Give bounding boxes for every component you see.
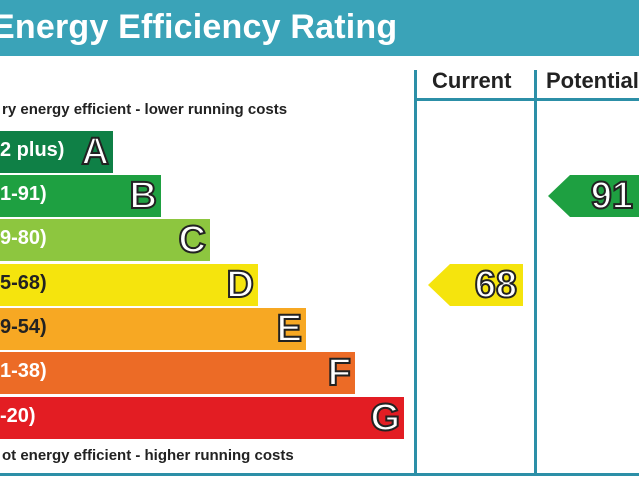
top-caption: ry energy efficient - lower running cost… xyxy=(2,101,288,118)
band-b: 1-91) B xyxy=(0,174,161,218)
divider-left xyxy=(414,70,417,476)
band-letter: F xyxy=(327,351,352,395)
band-letter: B xyxy=(129,174,158,218)
band-letter: G xyxy=(369,396,401,440)
bottom-caption: ot energy efficient - higher running cos… xyxy=(2,447,294,464)
band-range-label: 5-68) xyxy=(0,272,47,294)
band-range-label: 2 plus) xyxy=(0,139,65,161)
divider-middle xyxy=(534,70,537,476)
band-range-label: 1-91) xyxy=(0,183,47,205)
band-letter: A xyxy=(81,130,110,174)
band-c: 9-80) C xyxy=(0,218,210,262)
band-letter: D xyxy=(226,263,255,307)
band-f: 1-38) F xyxy=(0,351,355,395)
current-column-header: Current xyxy=(432,68,512,93)
potential-column-header: Potential xyxy=(546,68,639,93)
header-underline xyxy=(414,98,639,101)
potential-rating-marker-value: 91 xyxy=(590,175,634,217)
potential-rating-marker: 91 xyxy=(548,175,639,217)
band-range-label: 9-54) xyxy=(0,316,47,338)
title-banner: Energy Efficiency Rating xyxy=(0,0,639,56)
band-letter: C xyxy=(178,218,207,262)
band-range-label: 1-38) xyxy=(0,360,47,382)
chart-title: Energy Efficiency Rating xyxy=(0,8,398,46)
band-range-label: -20) xyxy=(0,405,36,427)
band-a: 2 plus) A xyxy=(0,130,113,174)
current-rating-marker: 68 xyxy=(428,264,523,306)
current-rating-marker-value: 68 xyxy=(474,264,518,306)
band-g: -20) G xyxy=(0,396,404,440)
band-d: 5-68) D xyxy=(0,263,258,307)
band-range-label: 9-80) xyxy=(0,227,47,249)
band-e: 9-54) E xyxy=(0,307,306,351)
footer-line xyxy=(0,473,639,476)
band-letter: E xyxy=(276,307,303,351)
